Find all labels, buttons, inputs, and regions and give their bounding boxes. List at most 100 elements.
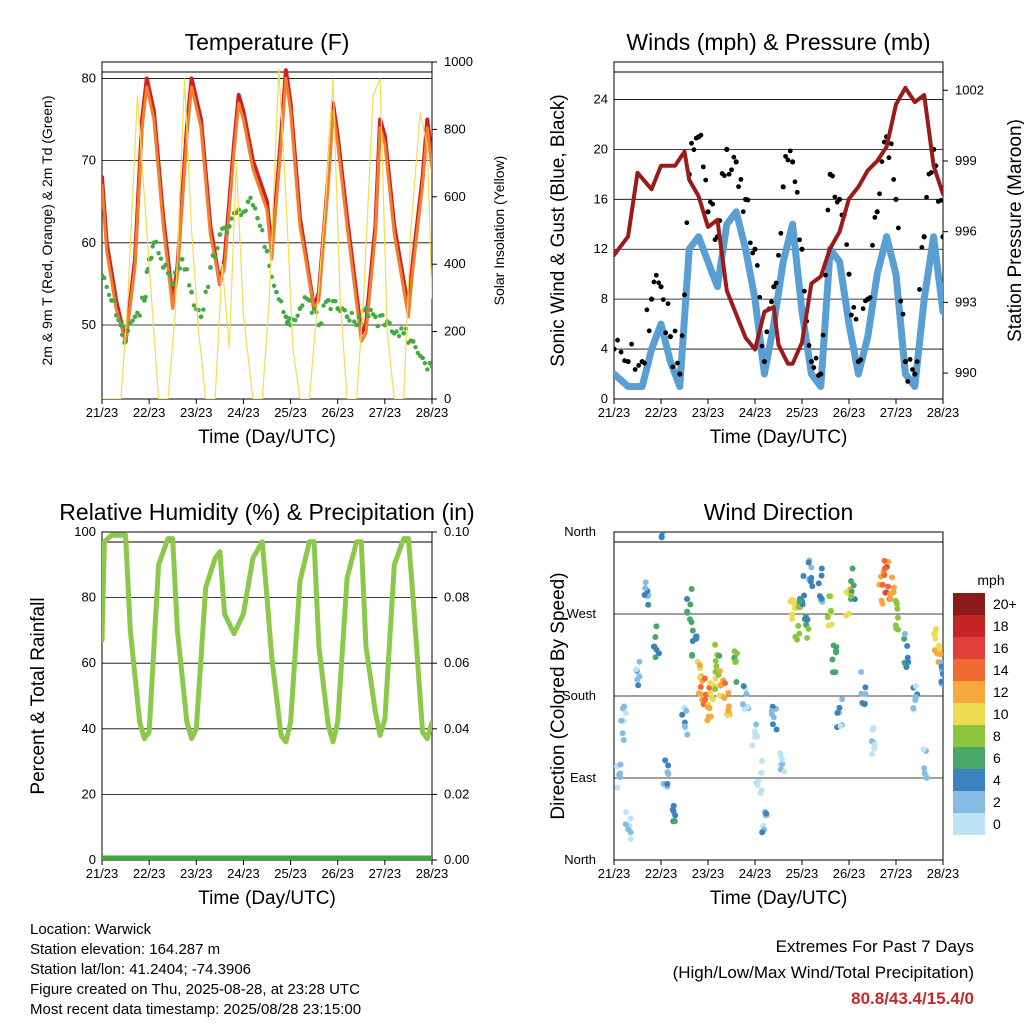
- temperature-2m-td-point: [401, 330, 407, 336]
- temperature-2m-td-point: [368, 307, 373, 313]
- winds-gust-point: [907, 356, 913, 362]
- direction-point: [642, 585, 649, 592]
- winds-gust-point: [797, 237, 803, 243]
- extremes-block: Extremes For Past 7 Days (High/Low/Max W…: [673, 934, 974, 1012]
- temperature-9m-t-line: [102, 76, 432, 343]
- winds-gust-point: [651, 279, 657, 285]
- temperature-2m-td-point: [215, 245, 220, 251]
- direction-point: [625, 826, 632, 833]
- direction-point: [700, 701, 707, 708]
- direction-point: [688, 619, 695, 626]
- temperature-2m-td-point: [208, 265, 213, 270]
- temperature-ylabel-right: Solar Insolation (Yellow): [491, 156, 507, 306]
- temperature-y-tick-label: 70: [82, 153, 96, 168]
- direction-point: [942, 677, 943, 682]
- direction-point: [937, 651, 943, 658]
- winds-gust-point: [625, 358, 631, 365]
- winds-gust-point: [675, 360, 680, 366]
- winds-gust-point: [848, 312, 854, 318]
- direction-point: [689, 627, 696, 634]
- winds-gust-point: [938, 198, 943, 203]
- direction-point: [652, 654, 659, 661]
- direction-point: [837, 722, 844, 729]
- winds-gust-point: [778, 230, 784, 236]
- direction-point: [642, 579, 649, 586]
- elevation-text: Station elevation: 164.287 m: [30, 941, 221, 958]
- winds-gust-point: [722, 173, 727, 179]
- temperature-2m-td-point: [295, 313, 300, 318]
- winds-gust-point: [677, 371, 683, 377]
- winds-gust-point: [726, 171, 732, 177]
- direction-point: [740, 701, 747, 708]
- direction-x-tick-label: 28/23: [927, 866, 960, 881]
- temperature-2m-td-point: [354, 322, 359, 328]
- direction-point: [620, 736, 627, 743]
- humidity-y-tick-label: 100: [74, 524, 96, 539]
- temperature-2m-td-point: [257, 223, 263, 228]
- direction-point: [689, 651, 696, 658]
- direction-point: [834, 709, 841, 716]
- direction-point: [827, 607, 834, 614]
- colorbar-swatch: [953, 659, 985, 681]
- temperature-2m-td-point: [319, 321, 324, 326]
- direction-point: [749, 742, 756, 749]
- direction-point: [712, 658, 719, 665]
- direction-point: [743, 690, 750, 697]
- temperature-y2-tick-label: 400: [444, 256, 466, 271]
- direction-x-tick-label: 23/23: [692, 866, 725, 881]
- direction-point: [619, 730, 626, 737]
- direction-point: [805, 625, 812, 632]
- temperature-2m-td-point: [130, 318, 135, 323]
- temperature-2m-td-point: [158, 256, 164, 261]
- winds-gust-point: [757, 294, 763, 300]
- temperature-2m-td-point: [179, 256, 185, 262]
- direction-point: [825, 622, 832, 629]
- temperature-y2-tick-label: 200: [444, 324, 466, 339]
- winds-gust-point: [618, 349, 624, 355]
- winds-gust-point: [724, 146, 730, 152]
- winds-ylabel-right: Station Pressure (Maroon): [1005, 119, 1024, 342]
- colorbar-label: 0: [993, 816, 1001, 832]
- direction-point: [858, 669, 865, 676]
- direction-point: [658, 522, 664, 528]
- colorbar-label: 14: [993, 662, 1009, 678]
- temperature-y-tick-label: 50: [82, 317, 96, 332]
- temperature-2m-td-point: [143, 294, 148, 300]
- temperature-2m-td-point: [321, 303, 326, 308]
- winds-gust-point: [700, 164, 706, 170]
- direction-xlabel: Time (Day/UTC): [710, 888, 848, 909]
- temperature-2m-td-point: [255, 215, 260, 221]
- direction-point: [662, 757, 669, 764]
- direction-point: [671, 818, 678, 825]
- direction-point: [871, 741, 878, 748]
- temperature-2m-td-point: [352, 319, 357, 324]
- direction-point: [704, 704, 711, 711]
- direction-point: [808, 564, 815, 571]
- direction-point: [634, 676, 641, 683]
- colorbar-label: 12: [993, 684, 1009, 700]
- direction-point: [733, 679, 740, 686]
- direction-y-tick-label: North: [564, 852, 596, 867]
- direction-point: [818, 595, 825, 602]
- direction-point: [768, 707, 775, 714]
- temperature-2m-td-point: [307, 297, 312, 303]
- direction-point: [892, 597, 899, 604]
- direction-point: [773, 726, 780, 733]
- direction-point: [849, 565, 856, 572]
- winds-gust-point: [921, 234, 927, 240]
- direction-point: [697, 691, 704, 698]
- winds-gust-point: [912, 371, 918, 377]
- direction-point: [710, 696, 717, 703]
- winds-gust-point: [872, 215, 878, 220]
- winds-gust-point: [837, 196, 843, 202]
- temperature-2m-td-point: [262, 244, 267, 250]
- winds-gust-point: [644, 307, 650, 313]
- direction-x-tick-label: 27/23: [880, 866, 913, 881]
- winds-gust-point: [684, 220, 690, 226]
- temperature-2m-td-point: [184, 267, 190, 272]
- direction-point: [889, 589, 896, 596]
- direction-point: [684, 609, 691, 616]
- winds-gust-point: [691, 147, 697, 153]
- humidity-title: Relative Humidity (%) & Precipitation (i…: [59, 499, 474, 525]
- direction-point: [655, 523, 661, 529]
